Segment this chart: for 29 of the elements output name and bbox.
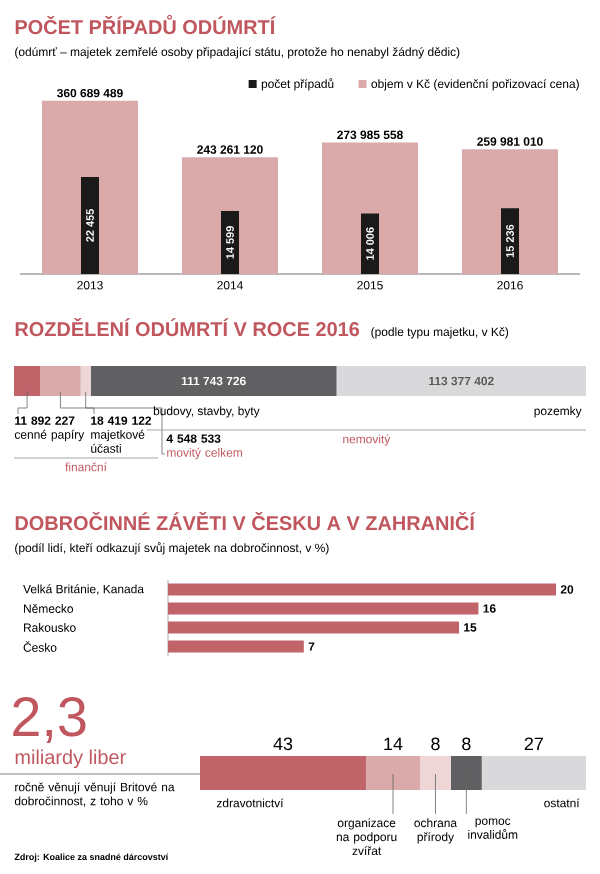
chart-title: DOBROČINNÉ ZÁVĚTI V ČESKU A V ZAHRANIČÍ [15,512,476,531]
bar [168,621,459,634]
bar [81,176,99,274]
bar [168,602,479,615]
data-label: 27 [524,737,543,750]
chart-title: POČET PŘÍPADŮ ODÚMRTÍ [15,14,276,35]
data-label: 14 [384,737,403,750]
chart-title: ROZDĚLENÍ ODÚMRTÍ V ROCE 2016 [15,318,360,337]
bar [322,142,418,274]
bar [168,583,556,596]
data-label: 8 [462,737,471,751]
bar [365,755,421,790]
chart-title: 2,3 [13,697,86,744]
bar [336,365,587,396]
bar [14,365,41,396]
bar [420,755,451,790]
bar [40,365,81,396]
bar [221,210,239,274]
bar [462,149,559,274]
bar [200,755,366,790]
data-label: 8 [431,737,440,751]
bar [501,208,520,274]
chart-subtitle: miliardy liber [15,749,126,769]
bar [80,365,91,396]
bar [361,213,379,274]
data-label: 43 [273,737,293,751]
bar [168,640,304,653]
bar [481,755,587,790]
bar [90,365,337,396]
